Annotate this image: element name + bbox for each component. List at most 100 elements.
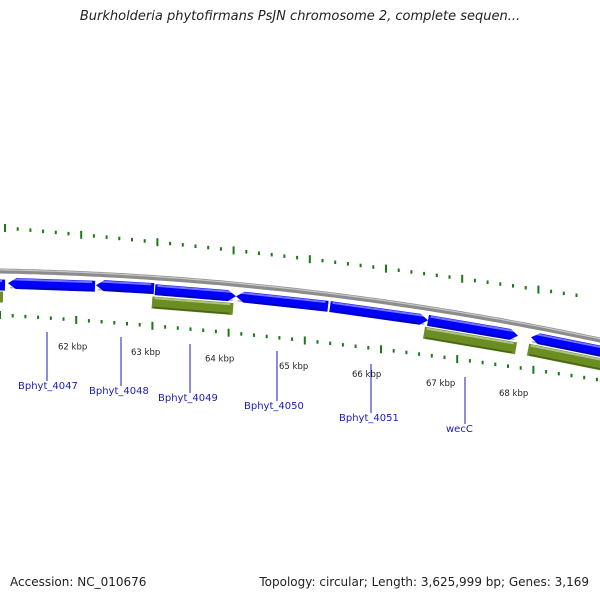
outer-tick-minor (283, 254, 286, 258)
inner-tick-minor (138, 323, 141, 327)
outer-tick-minor (562, 291, 565, 296)
gene-shadow (153, 306, 230, 315)
gene-highlight (530, 344, 600, 362)
topology-summary: Topology: circular; Length: 3,625,999 bp… (259, 575, 589, 589)
gene-highlight (426, 327, 514, 345)
gene-shadow (156, 293, 233, 302)
map-title: Burkholderia phytofirmans PsJN chromosom… (79, 9, 521, 24)
outer-tick-minor (42, 229, 45, 234)
inner-tick-minor (354, 344, 357, 348)
inner-tick-major (75, 315, 78, 324)
gene-body (236, 291, 329, 312)
inner-tick-minor (100, 320, 103, 324)
gene-body (154, 284, 236, 302)
gene-highlight (10, 278, 93, 284)
inner-tick-minor (341, 343, 344, 347)
outer-tick-major (232, 246, 235, 255)
gene-highlight (157, 284, 234, 294)
outer-tick-minor (16, 227, 19, 231)
outer-tick-minor (321, 258, 324, 263)
outer-tick-minor (207, 245, 210, 250)
outer-tick-minor (499, 282, 502, 286)
outer-tick-major (385, 264, 387, 273)
inner-tick-minor (62, 317, 65, 321)
inner-tick-minor (405, 350, 408, 355)
gene-label: Bphyt_4047 (18, 381, 78, 392)
outer-tick-ring (4, 224, 578, 297)
gene-body (96, 280, 155, 295)
inner-tick-minor (265, 334, 268, 339)
outer-tick-major (537, 285, 540, 294)
gene-body (329, 301, 428, 325)
inner-tick-minor (481, 360, 484, 365)
inner-tick-minor (164, 325, 167, 329)
outer-tick-minor (486, 280, 489, 284)
gene-shadow (429, 324, 515, 341)
scale-label: 65 kbp (279, 362, 308, 372)
gene-highlight (430, 315, 516, 333)
inner-tick-minor (392, 349, 395, 353)
inner-tick-minor (583, 375, 586, 380)
outer-tick-major (4, 224, 6, 232)
gene-body (151, 296, 234, 315)
forward-gene-bphyt-4048 (96, 280, 155, 295)
gene-shadow (9, 286, 92, 292)
outer-tick-minor (448, 275, 451, 279)
inner-tick-minor (11, 314, 14, 318)
outer-tick-minor (359, 263, 362, 268)
inner-tick-minor (545, 370, 548, 374)
outer-tick-major (80, 230, 83, 239)
inner-tick-minor (443, 355, 446, 360)
scale-label: 66 kbp (352, 370, 381, 380)
outer-tick-major (461, 274, 464, 283)
gene-body (8, 277, 96, 292)
gene-highlight (98, 280, 152, 286)
gene-body (531, 333, 600, 358)
gene-highlight (238, 291, 326, 304)
reverse-gene-partial-left (0, 291, 4, 303)
inner-tick-minor (291, 337, 294, 341)
outer-tick-minor (105, 235, 108, 239)
gene-shadow (97, 288, 151, 294)
outer-tick-minor (550, 289, 553, 294)
reverse-gene-a (151, 296, 234, 315)
outer-tick-minor (67, 231, 70, 236)
scale-labels: 62 kbp 63 kbp 64 kbp 65 kbp 66 kbp 67 kbp 68 k… (58, 343, 528, 399)
gene-body (427, 314, 518, 340)
inner-tick-minor (176, 326, 179, 330)
outer-tick-minor (245, 250, 248, 254)
inner-tick-minor (329, 341, 332, 346)
inner-tick-minor (24, 314, 27, 319)
outer-tick-minor (397, 268, 400, 272)
inner-tick-major (151, 321, 154, 330)
inner-tick-minor (494, 362, 497, 367)
inner-tick-minor (87, 319, 90, 323)
outer-tick-minor (512, 284, 514, 288)
outer-tick-minor (334, 260, 337, 264)
gene-shadow (425, 336, 513, 354)
outer-tick-minor (435, 273, 438, 278)
outer-tick-minor (92, 234, 95, 238)
inner-tick-minor (189, 327, 192, 331)
inner-tick-major (303, 336, 306, 345)
inner-tick-major (380, 345, 382, 354)
inner-tick-minor (37, 315, 40, 320)
outer-tick-minor (219, 247, 222, 251)
inner-tick-minor (367, 346, 370, 350)
gene-highlight (154, 297, 231, 306)
inner-tick-major (0, 311, 1, 319)
gene-body (0, 279, 6, 291)
gene-label: Bphyt_4050 (244, 401, 304, 412)
inner-tick-minor (278, 336, 281, 340)
outer-tick-minor (169, 241, 172, 246)
gene-label: Bphyt_4049 (158, 393, 218, 404)
inner-tick-minor (49, 316, 52, 320)
accession-label: Accession: NC_010676 (10, 575, 147, 589)
inner-tick-ring (0, 311, 598, 382)
inner-tick-minor (202, 328, 205, 332)
outer-tick-minor (524, 286, 527, 290)
chromosome-backbone (0, 268, 600, 343)
inner-tick-minor (557, 371, 560, 376)
outer-tick-minor (346, 262, 349, 266)
